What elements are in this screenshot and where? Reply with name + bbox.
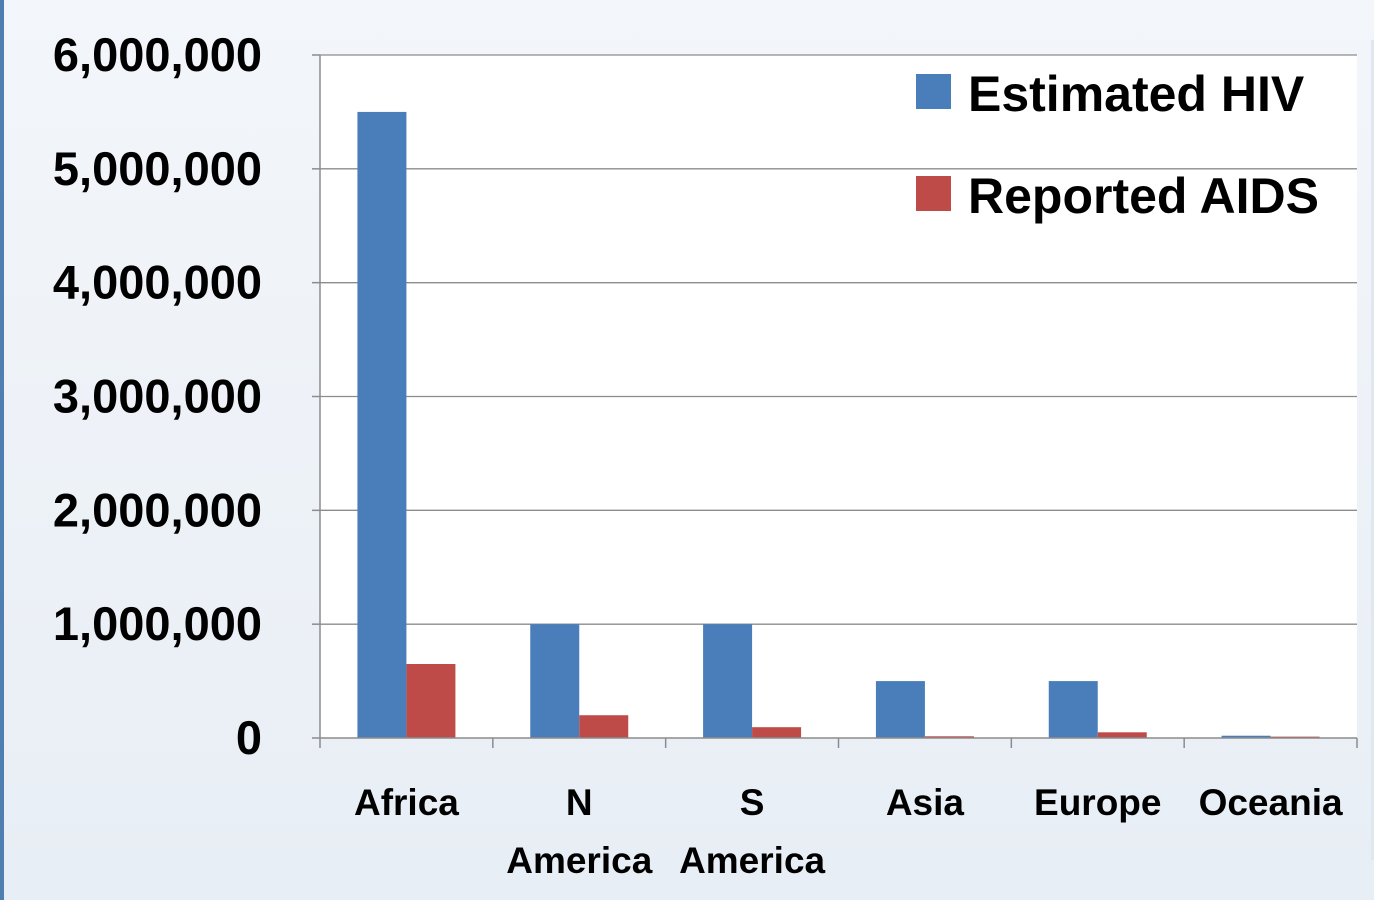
legend-label-1: Reported AIDS <box>968 168 1319 224</box>
x-axis-category-labels: Africa N America S America Asia Europe Oceania <box>354 782 1343 881</box>
x-category-label-2-line-1: America <box>679 840 825 881</box>
bar-estimated-hiv-africa <box>357 111 407 738</box>
axes <box>312 54 1358 748</box>
x-category-label-5-line-0: Oceania <box>1199 782 1343 823</box>
bar-estimated-hiv-asia <box>875 681 925 738</box>
bar-reported-aids-africa <box>406 664 456 738</box>
bar-reported-aids-europe <box>1097 732 1147 738</box>
legend-label-0: Estimated HIV <box>968 66 1305 122</box>
legend: Estimated HIV Reported AIDS <box>916 66 1319 224</box>
legend-swatch-0 <box>916 74 951 109</box>
y-tick-label-1: 1,000,000 <box>53 597 262 650</box>
y-tick-label-3: 3,000,000 <box>53 370 262 423</box>
x-category-label-3-line-0: Asia <box>886 782 965 823</box>
bar-estimated-hiv-s-america <box>703 624 753 738</box>
gridlines <box>320 54 1357 625</box>
x-category-label-2-line-0: S <box>740 782 765 823</box>
slide-left-border <box>0 0 4 900</box>
bar-estimated-hiv-europe <box>1048 681 1098 738</box>
bar-reported-aids-asia <box>924 736 974 738</box>
bars <box>357 111 1320 738</box>
y-tick-label-6: 6,000,000 <box>53 28 262 81</box>
bar-reported-aids-s-america <box>752 727 802 738</box>
y-tick-label-2: 2,000,000 <box>53 483 262 536</box>
bar-reported-aids-n-america <box>579 715 629 738</box>
y-tick-label-5: 5,000,000 <box>53 142 262 195</box>
bar-estimated-hiv-oceania <box>1221 735 1271 738</box>
y-tick-label-4: 4,000,000 <box>53 256 262 309</box>
x-category-label-0-line-0: Africa <box>354 782 459 823</box>
x-category-label-1-line-1: America <box>506 840 652 881</box>
x-category-label-4-line-0: Europe <box>1034 782 1161 823</box>
x-category-label-1-line-0: N <box>566 782 593 823</box>
legend-swatch-1 <box>916 176 951 211</box>
y-axis-tick-labels: 0 1,000,000 2,000,000 3,000,000 4,000,000 5,0… <box>53 28 262 764</box>
y-tick-label-0: 0 <box>236 711 262 764</box>
slide-right-border <box>1371 40 1374 860</box>
bar-estimated-hiv-n-america <box>530 624 580 738</box>
